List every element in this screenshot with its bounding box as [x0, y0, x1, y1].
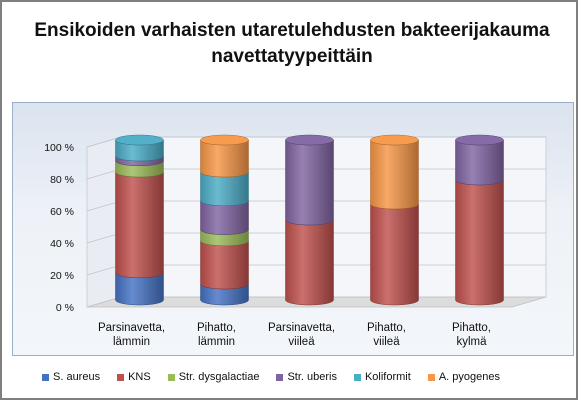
legend-label: Str. dysgalactiae — [178, 371, 260, 383]
bar-segment — [285, 139, 334, 226]
y-tick-label: 40 % — [50, 238, 74, 250]
bar-segment — [370, 139, 419, 210]
chart-frame: Ensikoiden varhaisten utaretulehdusten b… — [0, 0, 578, 400]
x-tick-label: Parsinavetta, lämmin — [98, 322, 165, 348]
legend-item: Str. uberis — [276, 371, 337, 383]
legend-swatch — [117, 373, 125, 381]
bar-segment — [285, 219, 334, 306]
y-tick-label: 80 % — [50, 174, 74, 186]
legend-label: KNS — [128, 371, 151, 383]
legend-swatch — [276, 373, 284, 381]
legend-label: Koliformit — [364, 371, 411, 383]
legend-swatch — [167, 373, 175, 381]
bar-segment — [200, 139, 249, 178]
legend-item: S. aureus — [42, 371, 100, 383]
bar-segment — [200, 240, 249, 290]
chart-title: Ensikoiden varhaisten utaretulehdusten b… — [34, 20, 550, 67]
x-tick-label: Pihatto, lämmin — [197, 322, 236, 348]
bar-top-cap — [285, 134, 334, 146]
bar-top-cap — [455, 134, 504, 146]
legend-swatch — [353, 373, 361, 381]
legend-swatch — [427, 373, 435, 381]
y-tick-label: 20 % — [50, 270, 74, 282]
legend-item: Str. dysgalactiae — [167, 371, 260, 383]
legend-label: A. pyogenes — [438, 371, 500, 383]
y-tick-label: 100 % — [44, 142, 74, 154]
bar-segment — [370, 203, 419, 306]
x-tick-label: Pihatto, viileä — [367, 322, 406, 348]
x-tick-label: Pihatto, kylmä — [452, 322, 491, 348]
legend-item: KNS — [117, 371, 151, 383]
bar-segment — [455, 139, 504, 186]
legend-label: Str. uberis — [287, 371, 337, 383]
legend: S. aureus KNS Str. dysgalactiae Str. uberis… — [42, 371, 562, 383]
bar-segment — [115, 171, 164, 279]
bar-top-cap — [200, 134, 249, 146]
y-tick-label: 0 % — [56, 302, 74, 314]
bar-top-cap — [115, 134, 164, 146]
legend-item: Koliformit — [353, 371, 411, 383]
chart-svg: 0 % 20 % 40 % 60 % 80 % 100 % Parsinavetta, läm… — [44, 134, 547, 348]
legend-item: A. pyogenes — [427, 371, 500, 383]
x-tick-label: Parsinavetta, viileä — [268, 322, 335, 348]
bar-top-cap — [370, 134, 419, 146]
y-tick-label: 60 % — [50, 206, 74, 218]
legend-label: S. aureus — [53, 371, 101, 383]
legend-swatch — [42, 373, 49, 381]
bar-segment — [455, 179, 504, 306]
